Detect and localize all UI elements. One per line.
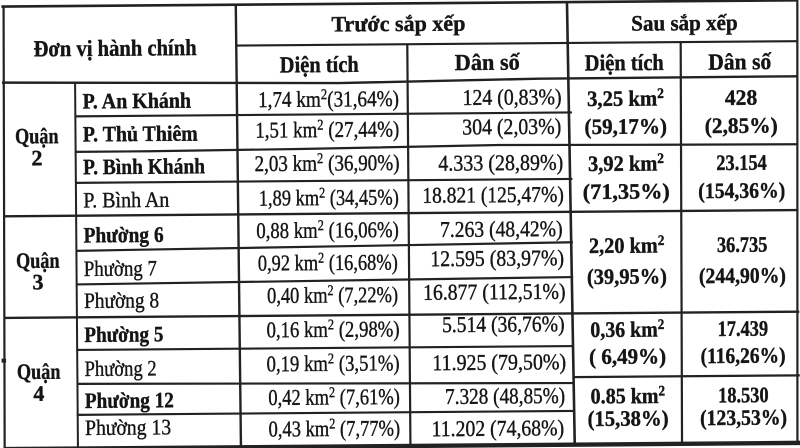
svg-text:Phường 8: Phường 8 [84, 287, 159, 313]
svg-text:4: 4 [33, 381, 44, 406]
svg-text:Quận: Quận [16, 248, 60, 273]
svg-text:(244,90%): (244,90%) [699, 262, 786, 288]
svg-text:(2,85%): (2,85%) [705, 113, 778, 139]
svg-text:P. Bình An: P. Bình An [83, 187, 169, 213]
svg-text:Phường 5: Phường 5 [84, 321, 163, 347]
svg-text:Đơn vị hành chính: Đơn vị hành chính [34, 35, 197, 61]
svg-text:(123,53%): (123,53%) [700, 404, 787, 430]
svg-text:Phường 7: Phường 7 [84, 255, 157, 281]
svg-text:0,16 km2 (2,98%): 0,16 km2 (2,98%) [266, 316, 399, 342]
svg-text:(71,35%): (71,35%) [583, 178, 670, 204]
svg-text:(116,26%): (116,26%) [700, 342, 785, 368]
svg-text:Phường 12: Phường 12 [85, 387, 174, 413]
svg-text:0.85 km2: 0.85 km2 [591, 383, 666, 409]
svg-text:1,89 km2 (34,45%): 1,89 km2 (34,45%) [259, 185, 399, 211]
svg-text:Quận: Quận [15, 123, 59, 148]
svg-text:11.202 (74,68%): 11.202 (74,68%) [432, 415, 565, 441]
svg-text:P. An Khánh: P. An Khánh [82, 88, 191, 114]
svg-text:18.821 (125,47%): 18.821 (125,47%) [422, 182, 564, 208]
svg-text:1,51 km2 (27,44%): 1,51 km2 (27,44%) [255, 117, 399, 143]
svg-text:Dân số: Dân số [455, 50, 521, 76]
svg-text:18.530: 18.530 [718, 382, 769, 407]
svg-text:Diện tích: Diện tích [280, 52, 359, 78]
svg-text:11.925 (79,50%): 11.925 (79,50%) [432, 349, 566, 375]
svg-text:7.328 (48,85%): 7.328 (48,85%) [445, 383, 565, 409]
svg-text:1,74 km2(31,64%): 1,74 km2(31,64%) [258, 86, 399, 112]
svg-text:(39,95%): (39,95%) [587, 263, 667, 289]
svg-text:23.154: 23.154 [716, 150, 767, 175]
svg-text:Diện tích: Diện tích [585, 50, 664, 76]
svg-text:7.263 (48,42%): 7.263 (48,42%) [440, 216, 563, 242]
svg-text:Quận: Quận [17, 359, 61, 384]
svg-text:0,43 km2 (7,77%): 0,43 km2 (7,77%) [269, 416, 401, 442]
svg-text:Phường 2: Phường 2 [85, 355, 157, 381]
svg-text:2,03 km2 (36,90%): 2,03 km2 (36,90%) [254, 150, 399, 176]
svg-text:Trước sắp xếp: Trước sắp xếp [331, 10, 465, 36]
svg-text:(59,17%): (59,17%) [584, 113, 667, 139]
svg-text:17.439: 17.439 [717, 316, 768, 341]
svg-text:(15,38%): (15,38%) [587, 405, 668, 431]
svg-text:12.595 (83,97%): 12.595 (83,97%) [430, 245, 564, 271]
svg-text:P. Bình Khánh: P. Bình Khánh [83, 153, 205, 179]
svg-text:0,88 km2 (16,06%): 0,88 km2 (16,06%) [256, 217, 399, 243]
svg-text:2,20 km2: 2,20 km2 [589, 232, 665, 258]
svg-text:3,92 km2: 3,92 km2 [588, 150, 664, 176]
svg-text:Dân số: Dân số [708, 49, 772, 74]
svg-text:2: 2 [31, 145, 42, 170]
svg-text:4.333 (28,89%): 4.333 (28,89%) [438, 150, 563, 176]
svg-text:3: 3 [32, 269, 43, 294]
svg-text:P. Thủ Thiêm: P. Thủ Thiêm [83, 121, 198, 147]
svg-text:( 6,49%): ( 6,49%) [589, 343, 666, 369]
svg-text:Phường 13: Phường 13 [85, 414, 171, 440]
svg-text:428: 428 [725, 85, 758, 110]
svg-text:Phường 6: Phường 6 [83, 222, 163, 248]
svg-text:304 (2,03%): 304 (2,03%) [462, 114, 561, 140]
svg-text:0,36 km2: 0,36 km2 [590, 316, 664, 342]
svg-text:0,92 km2 (16,68%): 0,92 km2 (16,68%) [258, 250, 398, 276]
svg-text:Sau sắp xếp: Sau sắp xếp [631, 10, 738, 36]
svg-text:36.735: 36.735 [717, 232, 768, 257]
svg-text:(154,36%): (154,36%) [698, 177, 785, 203]
svg-text:5.514 (36,76%): 5.514 (36,76%) [442, 311, 565, 337]
svg-text:124 (0,83%): 124 (0,83%) [462, 84, 561, 110]
svg-text:16.877 (112,51%): 16.877 (112,51%) [423, 279, 566, 305]
svg-text:3,25 km2: 3,25 km2 [587, 85, 664, 111]
